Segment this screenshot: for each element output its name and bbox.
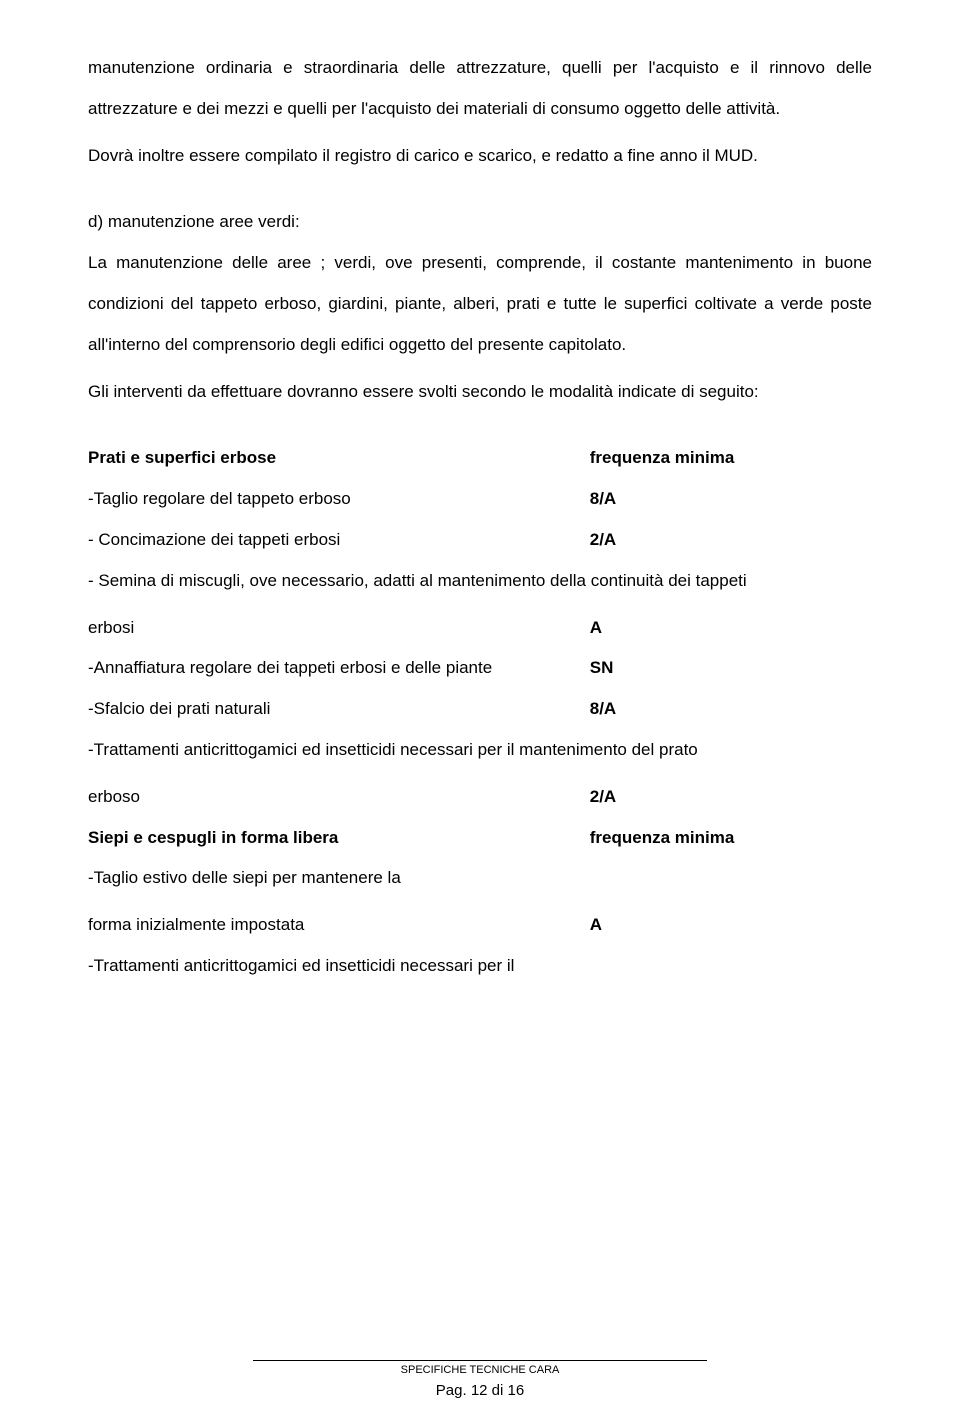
row-value: SN xyxy=(590,648,872,689)
footer-divider xyxy=(253,1360,708,1361)
row-label: erbosi xyxy=(88,608,590,649)
page: manutenzione ordinaria e straordinaria d… xyxy=(0,0,960,1425)
row-label: forma inizialmente impostata xyxy=(88,905,590,946)
row-label: erboso xyxy=(88,777,590,818)
section-d-title: d) manutenzione aree verdi: xyxy=(88,202,872,243)
table1-full-line-1: - Semina di miscugli, ove necessario, ad… xyxy=(88,561,872,602)
row-value: 2/A xyxy=(590,777,872,818)
row-label: - Concimazione dei tappeti erbosi xyxy=(88,520,590,561)
footer-page-number: Pag. 12 di 16 xyxy=(88,1380,872,1401)
table-row: forma inizialmente impostata A xyxy=(88,905,872,946)
table-row: -Sfalcio dei prati naturali 8/A xyxy=(88,689,872,730)
table1-heading-label: Prati e superfici erbose xyxy=(88,438,590,479)
row-label: -Taglio regolare del tappeto erboso xyxy=(88,479,590,520)
row-value: 2/A xyxy=(590,520,872,561)
page-footer: SPECIFICHE TECNICHE CARA Pag. 12 di 16 xyxy=(88,1360,872,1401)
section-d-paragraph-1: La manutenzione delle aree ; verdi, ove … xyxy=(88,243,872,365)
table-row: - Concimazione dei tappeti erbosi 2/A xyxy=(88,520,872,561)
table-row: -Annaffiatura regolare dei tappeti erbos… xyxy=(88,648,872,689)
row-label: -Sfalcio dei prati naturali xyxy=(88,689,590,730)
intro-paragraph-1: manutenzione ordinaria e straordinaria d… xyxy=(88,48,872,130)
table-row: -Taglio regolare del tappeto erboso 8/A xyxy=(88,479,872,520)
row-value: A xyxy=(590,608,872,649)
table2-line-2: -Trattamenti anticrittogamici ed insetti… xyxy=(88,946,872,987)
table-row: erbosi A xyxy=(88,608,872,649)
table2-heading-value: frequenza minima xyxy=(590,818,872,859)
table2-heading-label: Siepi e cespugli in forma libera xyxy=(88,818,590,859)
footer-small-text: SPECIFICHE TECNICHE CARA xyxy=(88,1363,872,1378)
table1-full-line-2: -Trattamenti anticrittogamici ed insetti… xyxy=(88,730,872,771)
row-value: A xyxy=(590,905,872,946)
row-value: 8/A xyxy=(590,689,872,730)
row-label: -Annaffiatura regolare dei tappeti erbos… xyxy=(88,648,590,689)
table1-heading-value: frequenza minima xyxy=(590,438,872,479)
table-row: erboso 2/A xyxy=(88,777,872,818)
table1-heading: Prati e superfici erbose frequenza minim… xyxy=(88,438,872,479)
table2-line-1: -Taglio estivo delle siepi per mantenere… xyxy=(88,858,872,899)
section-d-paragraph-2: Gli interventi da effettuare dovranno es… xyxy=(88,372,872,413)
row-value: 8/A xyxy=(590,479,872,520)
intro-paragraph-2: Dovrà inoltre essere compilato il regist… xyxy=(88,136,872,177)
table2-heading: Siepi e cespugli in forma libera frequen… xyxy=(88,818,872,859)
content: manutenzione ordinaria e straordinaria d… xyxy=(88,48,872,1336)
